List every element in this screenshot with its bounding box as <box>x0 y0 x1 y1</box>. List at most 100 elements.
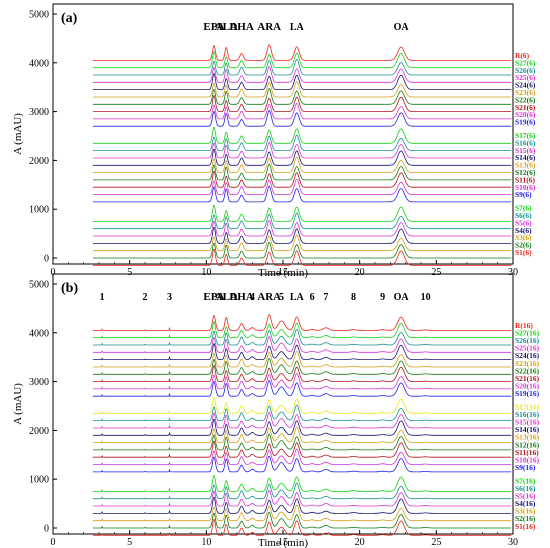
legend-entry: S16(16) <box>515 410 540 419</box>
series-line <box>92 163 512 181</box>
series-line <box>92 81 512 98</box>
y-axis-label: A (mAU) <box>12 113 24 155</box>
series-line <box>92 95 512 112</box>
x-tick-label: 20 <box>355 537 365 548</box>
legend-entry: S25(16) <box>515 344 540 353</box>
y-tick-label: 0 <box>44 254 49 265</box>
series-line <box>92 73 512 90</box>
series-line <box>92 336 512 353</box>
legend-entry: S17(16) <box>515 403 540 412</box>
legend-entry: S15(16) <box>515 418 540 427</box>
x-tick-label: 15 <box>278 267 288 278</box>
series-line <box>92 441 512 458</box>
peak-label: ARA <box>257 21 281 33</box>
x-tick-label: 25 <box>431 267 441 278</box>
series-line <box>92 358 512 375</box>
x-axis-label: Time (min) <box>258 267 308 279</box>
peak-label: ALA <box>215 291 238 303</box>
series-line <box>92 51 512 69</box>
series-line <box>92 66 512 83</box>
peak-label: 6 <box>310 292 315 303</box>
y-tick-label: 1000 <box>29 475 49 486</box>
legend-entry: S19(6) <box>515 118 536 127</box>
series-line <box>92 380 512 397</box>
panel-a: (a) 0 5 10 15 20 25 30 0 1000 2000 3000 4000 5000 Time… <box>12 3 536 279</box>
y-tick-label: 3000 <box>29 377 49 388</box>
series-line <box>92 156 512 173</box>
legend-entry: S14(16) <box>515 425 540 434</box>
y-tick-label: 3000 <box>29 107 49 118</box>
x-tick-label: 0 <box>51 267 56 278</box>
series-line <box>92 127 512 144</box>
panel-b: (b)0 5 10 15 20 25 30010002000300040005000Time… <box>12 273 540 548</box>
legend-entry: S19(16) <box>515 389 540 398</box>
x-tick-label: 15 <box>278 537 288 548</box>
legend-entry: S4(6) <box>515 226 532 235</box>
x-tick-label: 0 <box>51 537 56 548</box>
peak-label: 2 <box>143 292 148 303</box>
legend-entry: S5(6) <box>515 218 532 227</box>
x-tick-label: 10 <box>201 537 211 548</box>
x-tick-label: 10 <box>201 267 211 278</box>
peak-label: OA <box>394 292 410 303</box>
legend-entry: S9(6) <box>515 190 532 199</box>
panel-label: (b) <box>61 281 78 296</box>
series-line <box>92 59 512 76</box>
plot-frame <box>52 3 514 265</box>
series-line <box>92 110 512 127</box>
y-axis-label: A (mAU) <box>12 383 24 425</box>
legend-entry: S1(16) <box>515 522 536 531</box>
y-tick-label: 2000 <box>29 156 49 167</box>
series-line <box>92 433 512 451</box>
legend-entry: S10(16) <box>515 455 540 464</box>
peak-label: 9 <box>380 292 385 303</box>
peak-label: EPA <box>203 21 224 33</box>
series-line <box>92 321 512 339</box>
plot-frame <box>52 273 514 535</box>
legend-entry: S4(16) <box>515 499 536 508</box>
traces <box>92 44 512 266</box>
legend-entry: S24(6) <box>515 81 536 90</box>
series-line <box>92 404 512 421</box>
series-line <box>92 497 512 514</box>
peak-label: 8 <box>351 292 356 303</box>
legend-entry: S6(16) <box>515 484 536 493</box>
legend-entry: S7(6) <box>515 204 532 213</box>
peak-label: 3 <box>167 292 172 303</box>
peak-label: EPA <box>203 291 224 303</box>
legend-entry: R(16) <box>515 321 533 330</box>
x-axis-label: Time (min) <box>258 537 308 548</box>
y-tick-label: 2000 <box>29 426 49 437</box>
series-line <box>92 482 512 500</box>
legend-entry: S2(16) <box>515 514 536 523</box>
series-line <box>92 448 512 465</box>
peak-label: ARA <box>257 291 281 303</box>
series-line <box>92 419 512 436</box>
legend-entry: S20(16) <box>515 381 540 390</box>
traces <box>92 314 512 536</box>
x-tick-label: 30 <box>508 267 518 278</box>
legend-entry: S2(6) <box>515 241 532 250</box>
peak-label: OA <box>394 22 410 33</box>
y-tick-label: 4000 <box>29 58 49 69</box>
y-tick-label: 0 <box>44 524 49 535</box>
series-line <box>92 249 512 266</box>
y-tick-label: 1000 <box>29 205 49 216</box>
series-line <box>92 149 512 166</box>
legend-entry: S11(16) <box>515 448 539 457</box>
legend-entry: S14(6) <box>515 153 536 162</box>
legend-entry: S21(16) <box>515 374 540 383</box>
series-line <box>92 343 512 360</box>
x-tick-label: 5 <box>127 267 132 278</box>
series-line <box>92 455 512 473</box>
legend-entry: S23(16) <box>515 359 540 368</box>
legend-entry: S1(6) <box>515 248 532 257</box>
legend-entry: S21(6) <box>515 103 536 112</box>
series-line <box>92 351 512 368</box>
series-line <box>92 227 512 244</box>
series-line <box>92 412 512 429</box>
legend-entry: S17(6) <box>515 131 536 140</box>
x-tick-label: 5 <box>127 537 132 548</box>
series-line <box>92 512 512 529</box>
legend-entry: S6(6) <box>515 211 532 220</box>
